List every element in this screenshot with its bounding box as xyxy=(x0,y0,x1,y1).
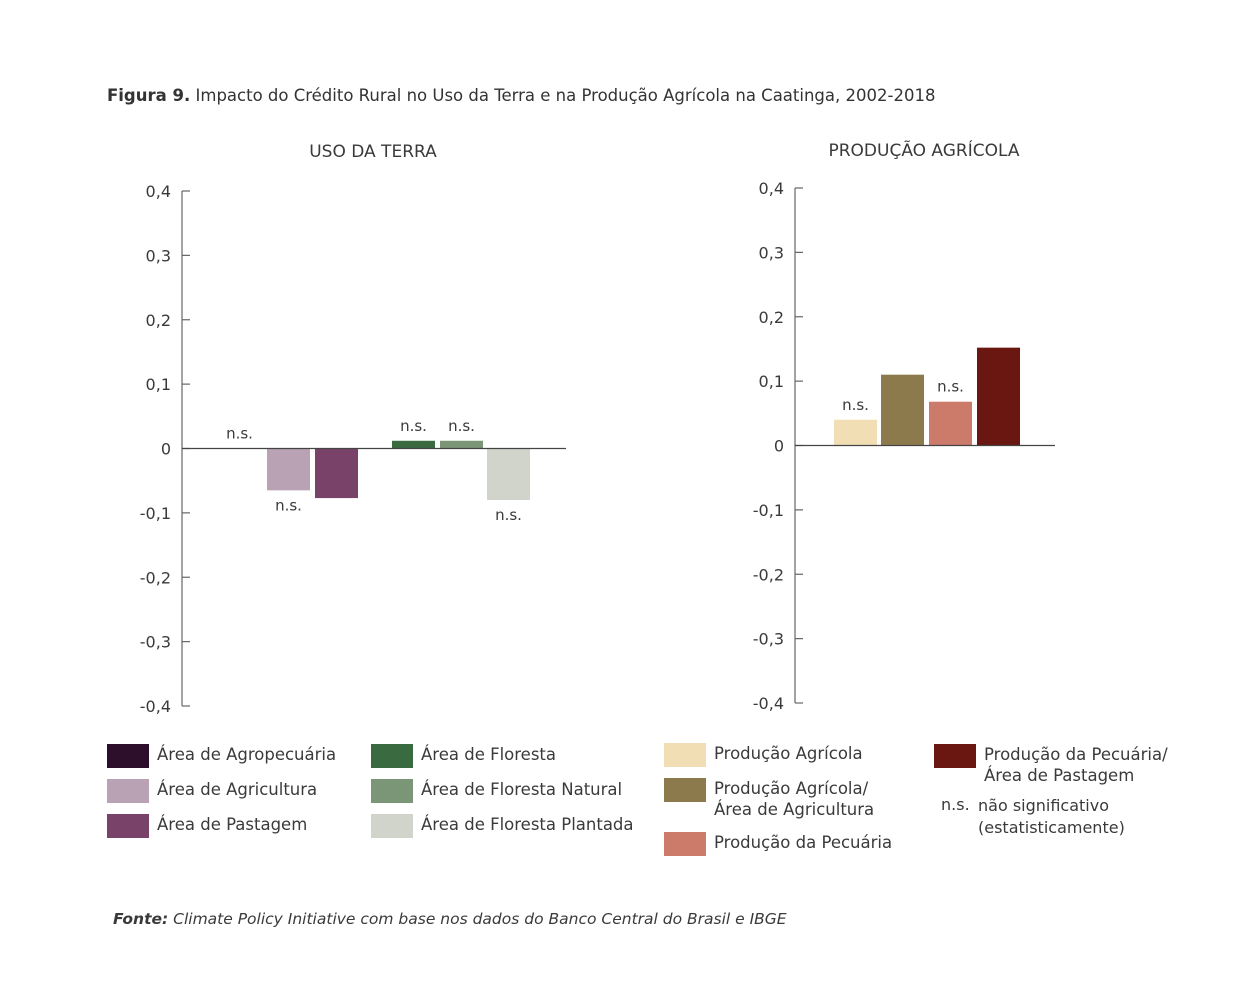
ns-note: n.s. não significativo (estatisticamente… xyxy=(941,795,1125,839)
legend-swatch xyxy=(371,744,413,768)
source-note: Fonte: Climate Policy Initiative com bas… xyxy=(113,910,787,928)
y-tick-label: 0,2 xyxy=(146,311,171,330)
bar xyxy=(929,401,972,446)
legend-label-line2: Área de Pastagem xyxy=(984,766,1135,785)
legend-label: Produção Agrícola/ Área de Agricultura xyxy=(714,778,874,820)
legend-label-line1: Produção Agrícola/ xyxy=(714,779,869,798)
legend-item-area-pastagem: Área de Pastagem xyxy=(107,814,307,838)
bar-annotation: n.s. xyxy=(495,506,522,524)
legend-label: Área de Floresta xyxy=(421,745,557,764)
chart-title: USO DA TERRA xyxy=(309,142,437,162)
ns-description-line1: não significativo xyxy=(978,796,1109,815)
y-tick-label: 0,1 xyxy=(146,375,171,394)
legend-item-area-floresta: Área de Floresta xyxy=(371,744,556,768)
legend-label: Área de Floresta Natural xyxy=(421,780,623,799)
figure-title-text: Impacto do Crédito Rural no Uso da Terra… xyxy=(195,86,936,105)
legend-label-line1: Produção da Pecuária/ xyxy=(984,745,1168,764)
legend-label: Área de Agropecuária xyxy=(157,745,337,764)
source-text: Climate Policy Initiative com base nos d… xyxy=(173,910,787,928)
legend-item-producao-pecuaria: Produção da Pecuária xyxy=(664,832,892,856)
legend-item-producao-agricola-area-agricultura: Produção Agrícola/ Área de Agricultura xyxy=(664,778,874,820)
y-tick-label: -0,2 xyxy=(753,565,784,584)
y-tick-label: 0,3 xyxy=(146,246,171,265)
chart-title: PRODUÇÃO AGRÍCOLA xyxy=(828,139,1019,161)
y-tick-label: 0,1 xyxy=(759,372,784,391)
legend-swatch xyxy=(371,814,413,838)
y-tick-label: -0,4 xyxy=(140,697,171,716)
legend-swatch xyxy=(934,744,976,768)
bar xyxy=(267,448,310,491)
y-tick-label: -0,4 xyxy=(753,694,784,713)
source-label: Fonte: xyxy=(113,910,169,928)
legend-label: Produção Agrícola xyxy=(714,744,863,763)
legend-swatch xyxy=(107,814,149,838)
y-tick-label: 0 xyxy=(774,437,784,456)
legend-swatch xyxy=(107,744,149,768)
ns-abbr: n.s. xyxy=(941,795,970,814)
bar xyxy=(315,448,358,499)
legend-label: Produção da Pecuária xyxy=(714,833,893,852)
y-tick-label: 0,3 xyxy=(759,243,784,262)
bar xyxy=(834,419,877,446)
ns-description: não significativo (estatisticamente) xyxy=(978,795,1125,839)
legend-item-area-agropecuaria: Área de Agropecuária xyxy=(107,744,336,768)
y-tick-label: 0,2 xyxy=(759,308,784,327)
bar xyxy=(487,448,530,500)
y-tick-label: 0,4 xyxy=(146,182,171,201)
legend-swatch xyxy=(371,779,413,803)
bar xyxy=(881,374,924,446)
y-tick-label: -0,2 xyxy=(140,568,171,587)
bar xyxy=(440,440,483,449)
y-tick-label: -0,1 xyxy=(140,504,171,523)
legend-label-line2: Área de Agricultura xyxy=(714,800,875,819)
legend-label: Área de Agricultura xyxy=(157,780,318,799)
figure-label: Figura 9. xyxy=(107,86,191,105)
bar-annotation: n.s. xyxy=(842,396,869,414)
legend-swatch xyxy=(107,779,149,803)
legend-item-producao-pecuaria-area-pastagem: Produção da Pecuária/ Área de Pastagem xyxy=(934,744,1168,786)
legend-swatch xyxy=(664,832,706,856)
y-tick-label: -0,1 xyxy=(753,501,784,520)
y-tick-label: -0,3 xyxy=(140,633,171,652)
legend-label: Área de Pastagem xyxy=(157,815,308,834)
legend-swatch xyxy=(664,743,706,767)
bar-annotation: n.s. xyxy=(448,417,475,435)
bar-annotation: n.s. xyxy=(400,417,427,435)
legend-label: Área de Floresta Plantada xyxy=(421,815,634,834)
ns-description-line2: (estatisticamente) xyxy=(978,818,1125,837)
bar-annotation: n.s. xyxy=(226,425,253,443)
bar xyxy=(392,440,435,449)
legend-item-area-agricultura: Área de Agricultura xyxy=(107,779,317,803)
bar-annotation: n.s. xyxy=(937,378,964,396)
figure-title: Figura 9. Impacto do Crédito Rural no Us… xyxy=(107,86,935,105)
legend-label: Produção da Pecuária/ Área de Pastagem xyxy=(984,744,1168,786)
y-tick-label: 0,4 xyxy=(759,179,784,198)
legend-item-area-floresta-plantada: Área de Floresta Plantada xyxy=(371,814,634,838)
bar xyxy=(977,347,1020,446)
y-tick-label: 0 xyxy=(161,440,171,459)
legend-swatch xyxy=(664,778,706,802)
legend-item-area-floresta-natural: Área de Floresta Natural xyxy=(371,779,622,803)
legend-item-producao-agricola: Produção Agrícola xyxy=(664,743,863,767)
y-tick-label: -0,3 xyxy=(753,630,784,649)
bar-annotation: n.s. xyxy=(275,496,302,514)
